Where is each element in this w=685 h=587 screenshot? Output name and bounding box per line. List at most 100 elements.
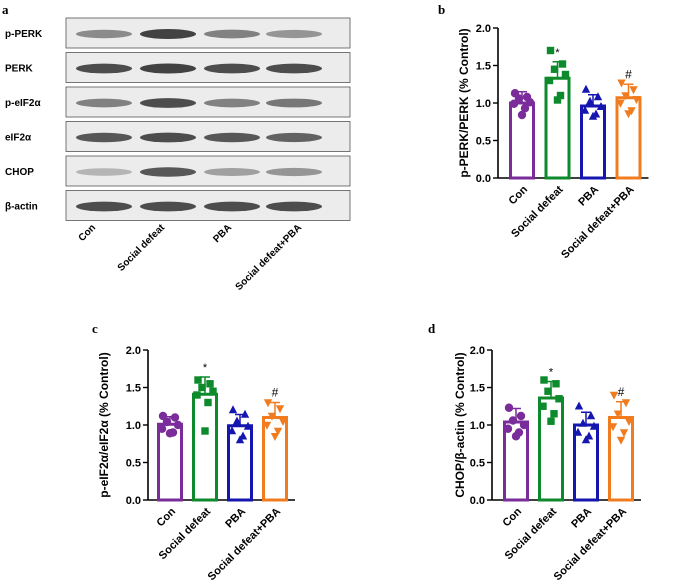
blot-band [204, 29, 260, 39]
data-point [624, 110, 633, 119]
data-point [580, 105, 590, 114]
data-point [561, 70, 570, 79]
data-point [546, 46, 555, 55]
data-point [270, 433, 280, 441]
data-point [556, 91, 565, 100]
blot-band [204, 98, 260, 108]
data-point [624, 418, 634, 426]
panel-letter-d: d [428, 321, 436, 336]
blot-label: eIF2α [5, 133, 32, 144]
blot-band [204, 132, 260, 143]
data-point [573, 427, 583, 436]
blot-label: CHOP [5, 167, 34, 178]
data-point [511, 432, 521, 441]
data-point [201, 427, 209, 435]
y-tick-label: 0.5 [470, 458, 485, 470]
blot-band [76, 168, 132, 176]
y-tick-label: 0.0 [126, 495, 141, 507]
data-point [609, 391, 619, 400]
category-label-con: Con [507, 183, 531, 207]
data-point [165, 429, 175, 438]
lane-label-social-defeat-pba: Social defeat+PBA [234, 222, 304, 292]
data-point [581, 435, 591, 444]
bar-social-defeat-pba [615, 96, 642, 180]
y-tick-label: 1.5 [126, 383, 141, 395]
data-point [593, 92, 603, 101]
category-label-pba: PBA [576, 184, 601, 209]
blot-panel: a p-PERK PERK p-eIF2α eIF2α CHOP β-actin Con S… [2, 2, 351, 293]
data-point [619, 429, 629, 438]
data-point [574, 401, 584, 410]
category-label-pba: PBA [223, 506, 248, 531]
y-tick-label: 1.5 [476, 61, 491, 73]
blot-band [140, 63, 196, 74]
data-point [504, 403, 514, 412]
y-tick-label: 0.5 [476, 136, 491, 148]
data-point [228, 405, 238, 414]
lane-label-con: Con [77, 222, 99, 244]
data-point [170, 413, 180, 422]
y-tick-label: 0.0 [476, 173, 491, 185]
data-point [209, 387, 217, 395]
data-point [517, 110, 527, 120]
blot-label: β-actin [5, 202, 38, 213]
data-point [520, 104, 530, 113]
data-point [596, 102, 606, 110]
data-point [227, 426, 237, 435]
data-point [267, 412, 277, 421]
data-point [204, 398, 212, 407]
data-point [173, 420, 183, 430]
blot-band [266, 132, 322, 143]
significance-marker: # [618, 385, 625, 399]
panel-letter-a: a [2, 2, 9, 17]
data-point [162, 417, 172, 427]
data-point [206, 380, 214, 388]
y-tick-label: 2.0 [476, 23, 491, 35]
data-point [621, 92, 630, 101]
data-point [588, 111, 598, 120]
data-point [243, 421, 253, 430]
blot-band [76, 29, 132, 39]
data-point [158, 411, 168, 421]
blot-band [140, 29, 196, 39]
blot-band [140, 167, 196, 177]
blot-label: p-PERK [5, 29, 43, 40]
data-point [550, 410, 558, 418]
data-point [240, 409, 250, 418]
blot-band [266, 63, 322, 74]
significance-marker: # [625, 67, 632, 81]
chart-b: b 0.0 0.5 1.0 1.5 2.0 p-PERK/PERK (% Control) C… [438, 2, 649, 261]
blot-row-chop: CHOP [5, 155, 351, 187]
data-point [629, 86, 638, 95]
blot-band [266, 201, 322, 212]
blot-label: p-eIF2α [5, 98, 41, 109]
data-point [539, 402, 547, 410]
y-axis-label: p-eIF2α/eIF2α (% Control) [97, 352, 111, 497]
y-tick-label: 0.5 [126, 458, 141, 470]
panel-letter-c: c [92, 321, 98, 336]
data-point [262, 421, 272, 430]
data-point [235, 435, 245, 444]
data-point [232, 416, 242, 425]
blot-band [76, 201, 132, 212]
data-point [503, 424, 513, 433]
category-label-con: Con [155, 505, 179, 529]
data-point [509, 99, 519, 108]
data-point [589, 421, 599, 430]
data-point [608, 423, 618, 432]
data-point [581, 84, 591, 93]
data-point [516, 411, 526, 421]
y-tick-label: 1.0 [476, 98, 491, 110]
blot-row-actin: β-actin [5, 190, 351, 221]
data-point [617, 79, 626, 88]
data-point [558, 60, 567, 68]
y-tick-label: 1.0 [126, 420, 141, 432]
data-point [519, 420, 529, 430]
significance-marker: * [203, 362, 208, 374]
blot-band [76, 98, 132, 108]
data-point [552, 380, 560, 388]
y-tick-label: 2.0 [126, 345, 141, 357]
blot-band [204, 168, 260, 176]
panel-letter-b: b [438, 2, 445, 17]
